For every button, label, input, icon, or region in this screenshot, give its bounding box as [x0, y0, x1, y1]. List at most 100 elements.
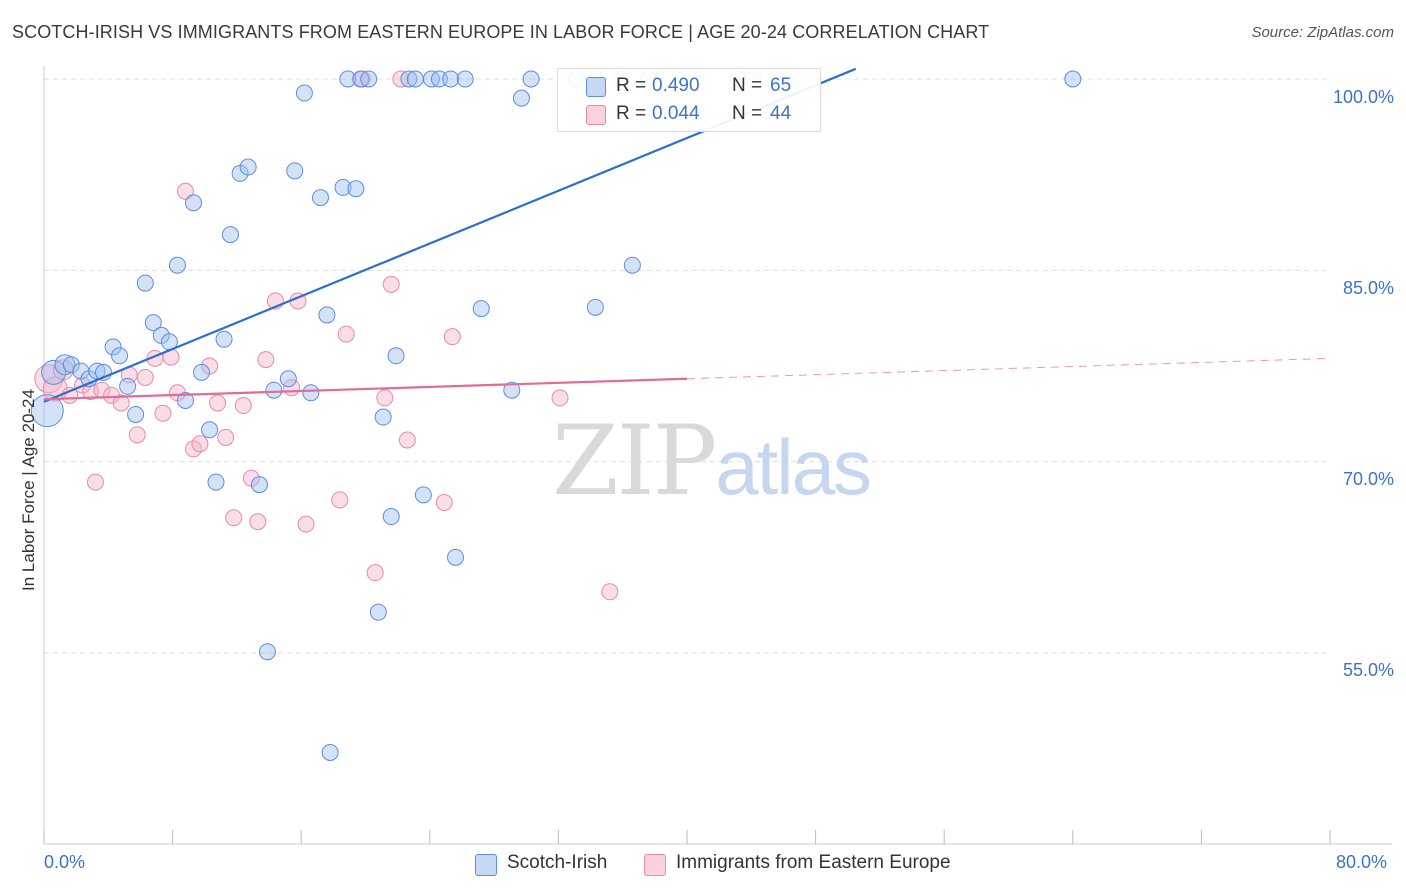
y-axis-label: In Labor Force | Age 20-24 [19, 389, 38, 591]
data-point [54, 354, 76, 376]
data-point [207, 473, 225, 491]
y-tick-label-70: 70.0% [1342, 469, 1394, 489]
data-point [112, 394, 130, 412]
y-tick-label-85: 85.0% [1342, 278, 1394, 298]
watermark-zip: ZIP [552, 405, 717, 517]
x-tick-label-min: 0.0% [44, 852, 86, 872]
data-point [398, 431, 416, 449]
data-point [1064, 70, 1082, 88]
data-point [387, 347, 405, 365]
data-point [331, 491, 349, 509]
chart-title: SCOTCH-IRISH VS IMMIGRANTS FROM EASTERN … [12, 22, 990, 42]
data-point [41, 359, 67, 385]
data-point [369, 603, 387, 621]
data-point [400, 70, 418, 88]
watermark-atlas: atlas [715, 423, 872, 511]
data-point [86, 473, 104, 491]
data-point [623, 256, 641, 274]
y-tick-label-100: 100.0% [1332, 87, 1394, 107]
data-point [522, 70, 540, 88]
r-value: 0.044 [652, 103, 700, 124]
r-label: R = [616, 103, 647, 124]
data-point [447, 548, 465, 566]
data-point [297, 515, 315, 533]
data-point [456, 70, 474, 88]
watermark: ZIPatlas [552, 405, 872, 517]
legend-swatch-pink [586, 105, 606, 125]
data-point [360, 70, 378, 88]
data-point [472, 300, 490, 318]
data-point [512, 89, 530, 107]
data-point [601, 583, 619, 601]
data-point [128, 426, 146, 444]
data-point [382, 508, 400, 526]
data-point [184, 194, 202, 212]
data-point [136, 274, 154, 292]
data-point [339, 70, 357, 88]
data-point [225, 509, 243, 527]
data-point [586, 298, 604, 316]
data-point [311, 189, 329, 207]
data-point [168, 256, 186, 274]
stats-row-immigrants: R = 0.044 N = 44 [558, 101, 820, 129]
y-tick-label-55: 55.0% [1342, 660, 1394, 680]
data-point [347, 180, 365, 198]
grid-lines [44, 78, 1330, 654]
data-point [382, 275, 400, 293]
data-point [191, 435, 209, 453]
stats-row-scotch-irish: R = 0.490 N = 65 [558, 73, 820, 101]
data-point [442, 70, 460, 88]
data-point [221, 226, 239, 244]
source-credit: Source: ZipAtlas.com [1251, 24, 1394, 41]
data-point [119, 377, 137, 395]
data-point [176, 391, 194, 409]
series-immigrants-eastern-europe-points [34, 70, 619, 601]
data-point [62, 356, 80, 374]
r-label: R = [616, 75, 647, 96]
data-point [217, 428, 235, 446]
data-point [414, 486, 432, 504]
data-point [30, 394, 64, 428]
r-value: 0.490 [652, 75, 700, 96]
data-point [249, 513, 267, 531]
data-point [406, 70, 424, 88]
stats-legend: R = 0.490 N = 65 R = 0.044 N = 44 [557, 68, 821, 132]
legend-label-scotch-irish: Scotch-Irish [507, 852, 608, 873]
data-point [503, 381, 521, 399]
data-point [334, 178, 352, 196]
data-point [286, 162, 304, 180]
data-point [215, 330, 233, 348]
n-label: N = [732, 103, 763, 124]
trend-line-immigrants [43, 377, 688, 401]
data-point [111, 347, 129, 365]
y-axis-label-wrap: In Labor Force | Age 20-24 [14, 330, 44, 650]
data-point [551, 389, 569, 407]
data-point [258, 643, 276, 661]
data-point [127, 405, 145, 423]
data-point [302, 384, 320, 402]
legend-swatch-pink [644, 854, 666, 876]
data-point [321, 743, 339, 761]
data-point [318, 306, 336, 324]
axes [43, 66, 1392, 845]
data-point [136, 368, 154, 386]
data-point [376, 389, 394, 407]
data-point [176, 182, 194, 200]
data-point [193, 363, 211, 381]
n-value: 44 [770, 103, 792, 124]
data-point [250, 476, 268, 494]
data-point [201, 421, 219, 439]
data-point [265, 381, 283, 399]
data-point [435, 493, 453, 511]
data-point [154, 404, 172, 422]
data-point [144, 314, 162, 332]
data-point [257, 351, 275, 369]
data-point [374, 408, 392, 426]
data-point [443, 328, 461, 346]
data-point [366, 564, 384, 582]
n-value: 65 [770, 75, 792, 96]
data-point [295, 84, 313, 102]
legend-swatch-blue [586, 77, 606, 97]
legend-label-immigrants: Immigrants from Eastern Europe [676, 852, 951, 873]
